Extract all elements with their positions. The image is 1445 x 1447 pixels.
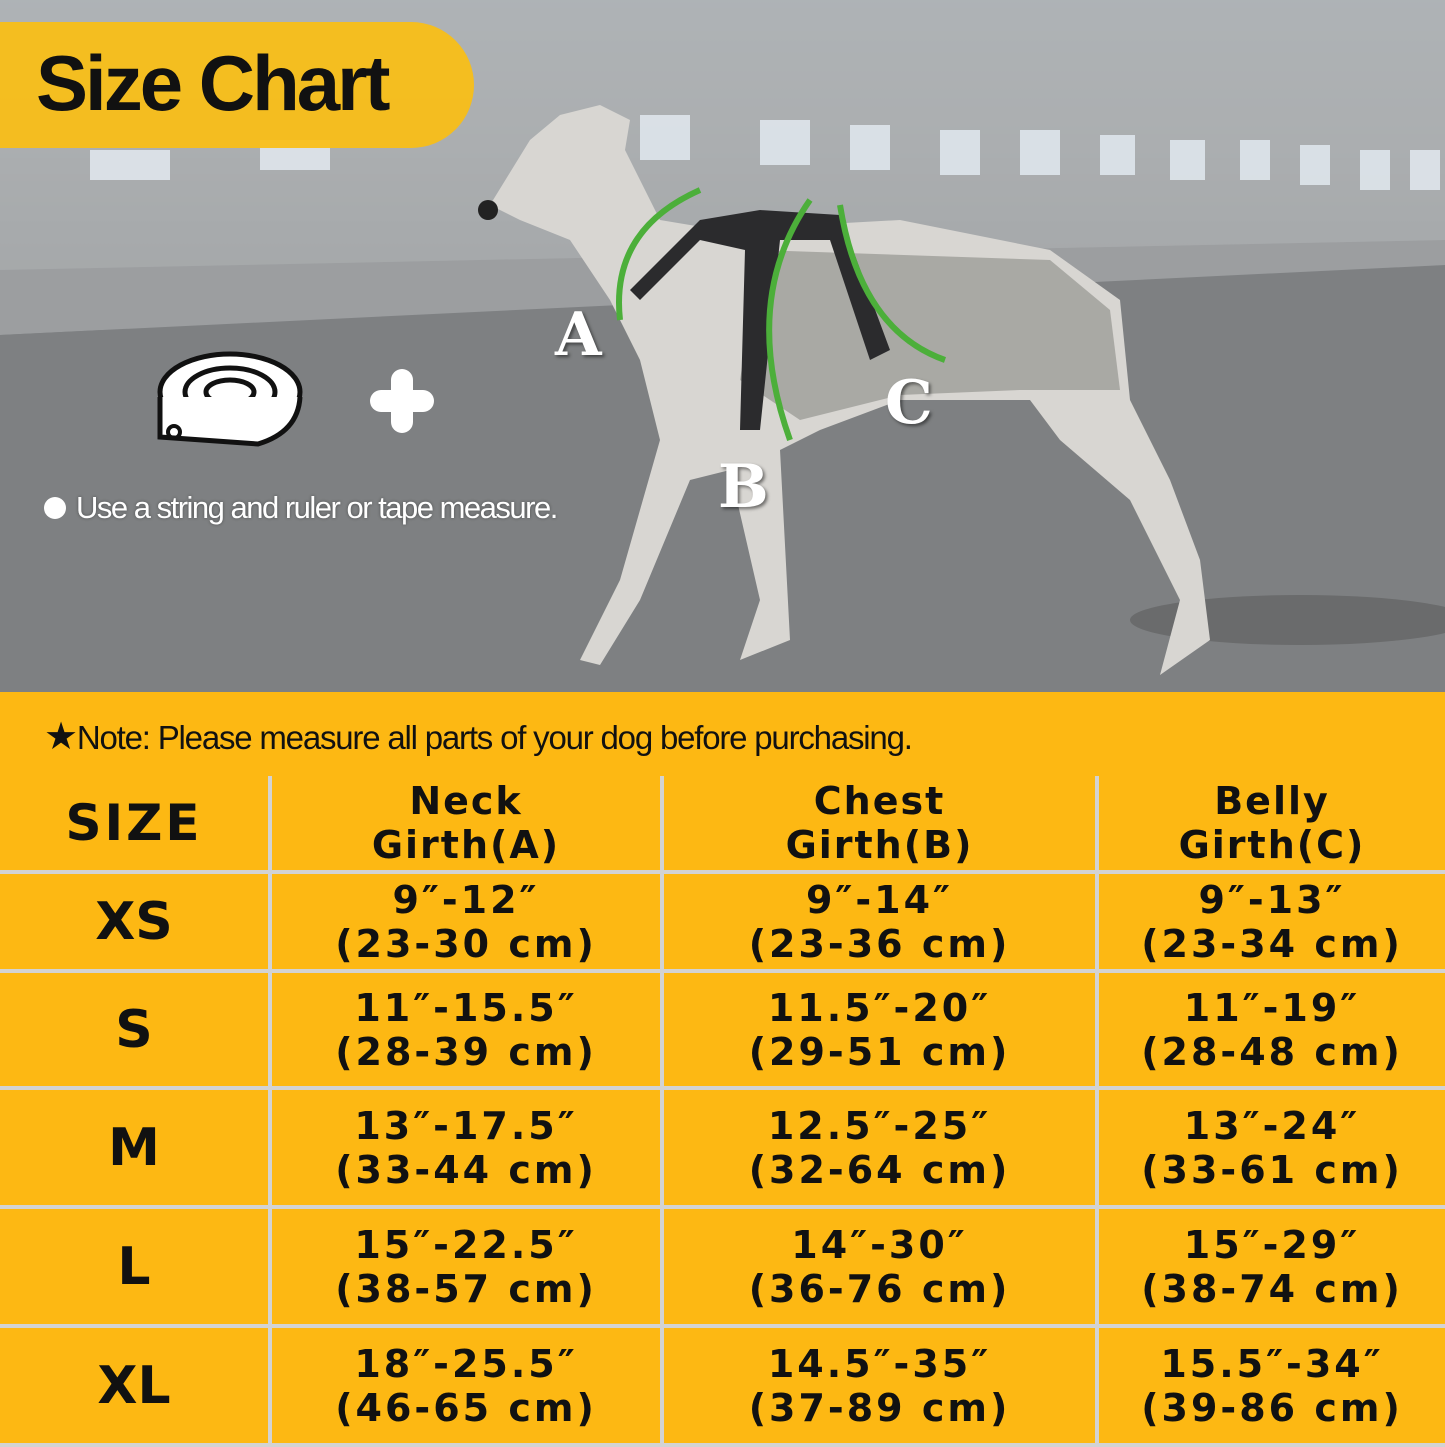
size-cell: S bbox=[0, 969, 272, 1090]
table-row: XS 9″-12″ (23-30 cm) 9″-14″ (23-36 cm) 9″-13″… bbox=[0, 870, 1445, 973]
table-row: XL 18″-25.5″ (46-65 cm) 14.5″-35″ (37-89 cm)… bbox=[0, 1324, 1445, 1447]
measure-arcs bbox=[616, 187, 947, 442]
cm-range: (23-36 cm) bbox=[748, 921, 1011, 966]
header-neck: Neck Girth(A) bbox=[268, 776, 664, 874]
header-line: Neck bbox=[409, 779, 523, 823]
cm-range: (33-44 cm) bbox=[335, 1147, 597, 1192]
cm-range: (28-39 cm) bbox=[335, 1029, 597, 1074]
belly-cell: 15.5″-34″ (39-86 cm) bbox=[1095, 1324, 1445, 1447]
size-cell: L bbox=[0, 1205, 272, 1328]
header-line: Chest bbox=[813, 779, 946, 823]
neck-cell: 13″-17.5″ (33-44 cm) bbox=[268, 1086, 664, 1209]
header-line: Belly bbox=[1214, 779, 1330, 823]
star-icon: ★ bbox=[44, 716, 78, 758]
cm-range: (38-57 cm) bbox=[335, 1266, 597, 1311]
measure-label-a: A bbox=[555, 300, 602, 370]
size-cell: XS bbox=[0, 870, 272, 973]
neck-cell: 11″-15.5″ (28-39 cm) bbox=[268, 969, 664, 1090]
table-row: L 15″-22.5″ (38-57 cm) 14″-30″ (36-76 cm) 15″… bbox=[0, 1205, 1445, 1328]
chest-cell: 14″-30″ (36-76 cm) bbox=[660, 1205, 1099, 1328]
dog-photo: Size Chart A B C Use a string and ruler … bbox=[0, 0, 1445, 692]
neck-cell: 18″-25.5″ (46-65 cm) bbox=[268, 1324, 664, 1447]
inch-range: 13″-24″ bbox=[1183, 1103, 1361, 1148]
table-row: M 13″-17.5″ (33-44 cm) 12.5″-25″ (32-64 cm) 1… bbox=[0, 1086, 1445, 1209]
cm-range: (46-65 cm) bbox=[335, 1385, 597, 1430]
plus-icon bbox=[370, 369, 434, 433]
dog-illustration bbox=[478, 105, 1210, 675]
photo-scene bbox=[0, 0, 1445, 692]
cm-range: (38-74 cm) bbox=[1141, 1266, 1403, 1311]
bullet-icon bbox=[44, 497, 66, 519]
chest-cell: 12.5″-25″ (32-64 cm) bbox=[660, 1086, 1099, 1209]
title-banner bbox=[0, 22, 474, 148]
chest-cell: 11.5″-20″ (29-51 cm) bbox=[660, 969, 1099, 1090]
cm-range: (33-61 cm) bbox=[1141, 1147, 1403, 1192]
measure-label-b: B bbox=[718, 452, 769, 522]
inch-range: 11″-19″ bbox=[1183, 985, 1361, 1030]
inch-range: 15.5″-34″ bbox=[1160, 1341, 1384, 1386]
cm-range: (23-34 cm) bbox=[1141, 921, 1403, 966]
size-table: SIZE Neck Girth(A) Chest Girth(B) Belly Gir… bbox=[0, 776, 1445, 1447]
neck-cell: 9″-12″ (23-30 cm) bbox=[268, 870, 664, 973]
header-line: Girth(A) bbox=[371, 823, 561, 867]
tape-measure-icon bbox=[157, 351, 303, 447]
belly-cell: 11″-19″ (28-48 cm) bbox=[1095, 969, 1445, 1090]
cm-range: (32-64 cm) bbox=[748, 1147, 1011, 1192]
table-header-row: SIZE Neck Girth(A) Chest Girth(B) Belly Gir… bbox=[0, 776, 1445, 874]
inch-range: 9″-12″ bbox=[392, 877, 540, 922]
page-title: Size Chart bbox=[36, 39, 390, 127]
header-line: Girth(C) bbox=[1178, 823, 1366, 867]
cm-range: (36-76 cm) bbox=[748, 1266, 1011, 1311]
measure-tip: Use a string and ruler or tape measure. bbox=[44, 490, 558, 526]
neck-cell: 15″-22.5″ (38-57 cm) bbox=[268, 1205, 664, 1328]
header-chest: Chest Girth(B) bbox=[660, 776, 1099, 874]
cm-range: (39-86 cm) bbox=[1141, 1385, 1403, 1430]
chest-cell: 14.5″-35″ (37-89 cm) bbox=[660, 1324, 1099, 1447]
cm-range: (37-89 cm) bbox=[748, 1385, 1011, 1430]
header-belly: Belly Girth(C) bbox=[1095, 776, 1445, 874]
inch-range: 18″-25.5″ bbox=[354, 1341, 578, 1386]
inch-range: 13″-17.5″ bbox=[354, 1103, 578, 1148]
chest-cell: 9″-14″ (23-36 cm) bbox=[660, 870, 1099, 973]
note-text: Note: Please measure all parts of your d… bbox=[76, 719, 913, 756]
inch-range: 15″-22.5″ bbox=[354, 1222, 578, 1267]
inch-range: 15″-29″ bbox=[1183, 1222, 1361, 1267]
cm-range: (23-30 cm) bbox=[335, 921, 597, 966]
header-size: SIZE bbox=[0, 776, 272, 874]
inch-range: 12.5″-25″ bbox=[767, 1103, 992, 1148]
cm-range: (29-51 cm) bbox=[748, 1029, 1011, 1074]
size-cell: M bbox=[0, 1086, 272, 1209]
inch-range: 11″-15.5″ bbox=[354, 985, 578, 1030]
inch-range: 9″-14″ bbox=[805, 877, 954, 922]
inch-range: 14″-30″ bbox=[791, 1222, 968, 1267]
tip-text: Use a string and ruler or tape measure. bbox=[76, 490, 558, 525]
measure-label-c: C bbox=[885, 368, 933, 438]
note: ★Note: Please measure all parts of your … bbox=[44, 714, 913, 759]
header-line: Girth(B) bbox=[785, 823, 974, 867]
belly-cell: 15″-29″ (38-74 cm) bbox=[1095, 1205, 1445, 1328]
inch-range: 14.5″-35″ bbox=[767, 1341, 992, 1386]
size-cell: XL bbox=[0, 1324, 272, 1447]
inch-range: 11.5″-20″ bbox=[767, 985, 992, 1030]
inch-range: 9″-13″ bbox=[1198, 877, 1346, 922]
table-row: S 11″-15.5″ (28-39 cm) 11.5″-20″ (29-51 cm) 1… bbox=[0, 969, 1445, 1090]
belly-cell: 13″-24″ (33-61 cm) bbox=[1095, 1086, 1445, 1209]
belly-cell: 9″-13″ (23-34 cm) bbox=[1095, 870, 1445, 973]
cm-range: (28-48 cm) bbox=[1141, 1029, 1403, 1074]
